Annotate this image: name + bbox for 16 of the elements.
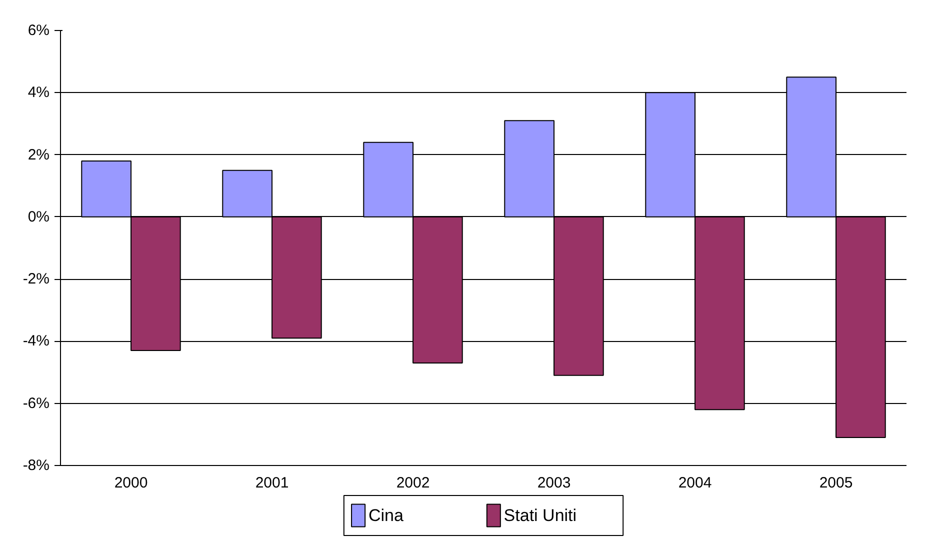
x-tick-label: 2005 bbox=[819, 474, 853, 492]
x-tick-label: 2004 bbox=[678, 474, 712, 492]
legend-label: Stati Uniti bbox=[504, 506, 577, 525]
y-tick-label: -6% bbox=[22, 394, 50, 412]
x-tick-label: 2002 bbox=[396, 474, 430, 492]
y-tick-label: 6% bbox=[28, 22, 50, 39]
y-tick-label: -8% bbox=[22, 457, 50, 474]
y-tick-label: 4% bbox=[28, 84, 50, 102]
y-tick-label: -2% bbox=[22, 270, 50, 288]
legend-label: Cina bbox=[368, 506, 404, 525]
y-tick-label: 0% bbox=[28, 208, 50, 226]
y-tick-label: 2% bbox=[28, 146, 50, 164]
y-tick-label: -4% bbox=[22, 332, 50, 350]
x-tick-label: 2000 bbox=[114, 474, 148, 492]
x-tick-label: 2001 bbox=[255, 474, 289, 492]
x-tick-label: 2003 bbox=[537, 474, 571, 492]
